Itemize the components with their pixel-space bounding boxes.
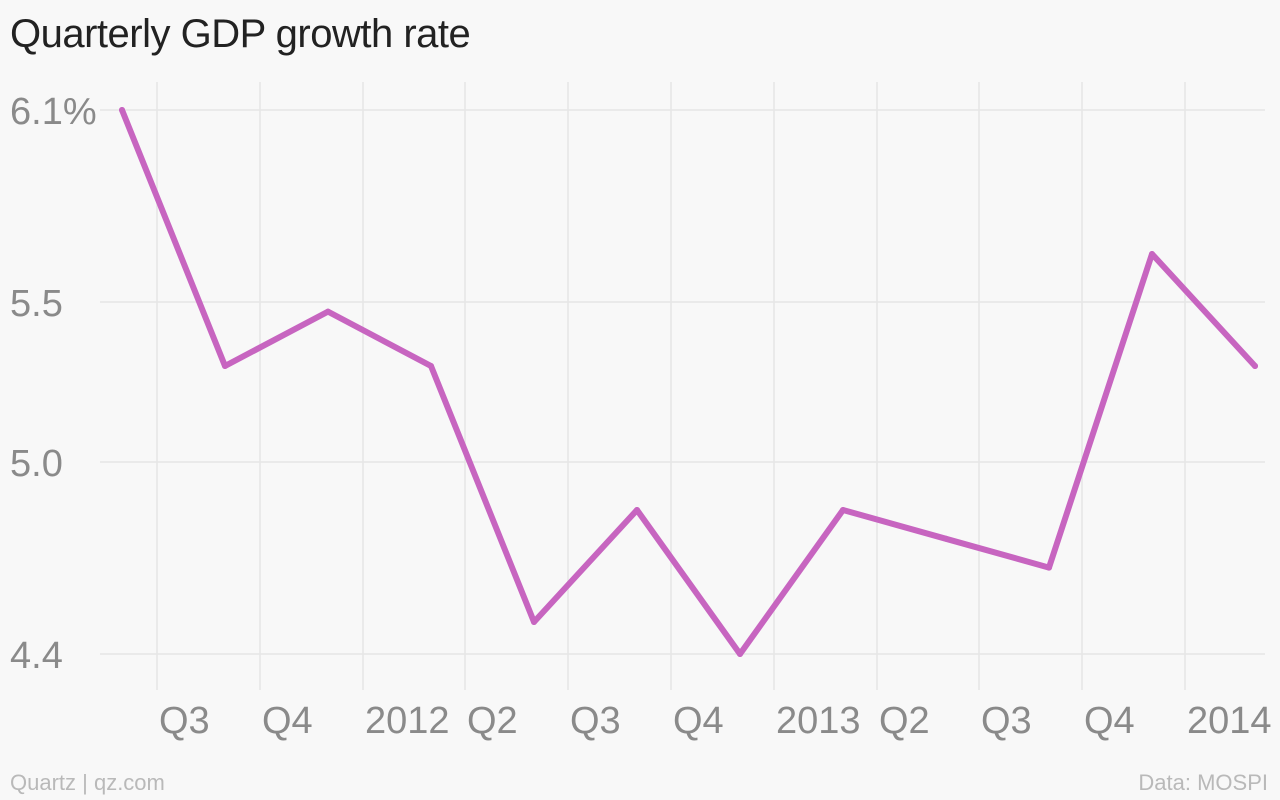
x-tick-label: Q2 bbox=[879, 700, 930, 742]
data-point bbox=[634, 507, 640, 513]
data-point bbox=[840, 507, 846, 513]
data-point bbox=[531, 619, 537, 625]
data-point bbox=[737, 651, 743, 657]
x-tick-label: Q4 bbox=[1084, 700, 1135, 742]
x-tick-label: Q3 bbox=[570, 700, 621, 742]
data-point bbox=[943, 535, 949, 542]
y-tick-label: 5.5 bbox=[10, 283, 63, 325]
chart-title: Quarterly GDP growth rate bbox=[10, 12, 471, 56]
x-tick-label: Q4 bbox=[673, 700, 724, 742]
x-tick-label: Q2 bbox=[467, 700, 518, 742]
data-point bbox=[222, 363, 228, 369]
x-tick-label: 2012 bbox=[365, 700, 450, 742]
x-tick-label: Q3 bbox=[159, 700, 210, 742]
y-tick-label: 6.1% bbox=[10, 91, 97, 133]
series-line bbox=[119, 107, 1258, 657]
horizontal-gridlines bbox=[100, 109, 1265, 655]
x-tick-label: 2013 bbox=[776, 700, 861, 742]
data-source: Data: MOSPI bbox=[1138, 770, 1268, 795]
data-point bbox=[1149, 251, 1155, 257]
x-tick-label: Q4 bbox=[262, 700, 313, 742]
x-tick-label: 2014 bbox=[1187, 700, 1272, 742]
data-point bbox=[1046, 564, 1052, 571]
x-tick-label: Q3 bbox=[981, 700, 1032, 742]
y-tick-label: 5.0 bbox=[10, 443, 63, 485]
x-axis-labels: Q3 Q4 2012 Q2 Q3 Q4 2013 Q2 Q3 Q4 2014 bbox=[159, 700, 1272, 742]
data-point bbox=[325, 308, 331, 315]
y-axis-labels: 6.1% 5.5 5.0 4.4 bbox=[10, 91, 97, 677]
data-point bbox=[1252, 363, 1258, 369]
y-tick-label: 4.4 bbox=[10, 635, 63, 677]
series-group bbox=[119, 107, 1258, 657]
source-credit: Quartz | qz.com bbox=[10, 770, 165, 795]
data-point bbox=[428, 363, 434, 369]
data-point bbox=[119, 107, 125, 113]
vertical-gridlines bbox=[156, 82, 1186, 690]
